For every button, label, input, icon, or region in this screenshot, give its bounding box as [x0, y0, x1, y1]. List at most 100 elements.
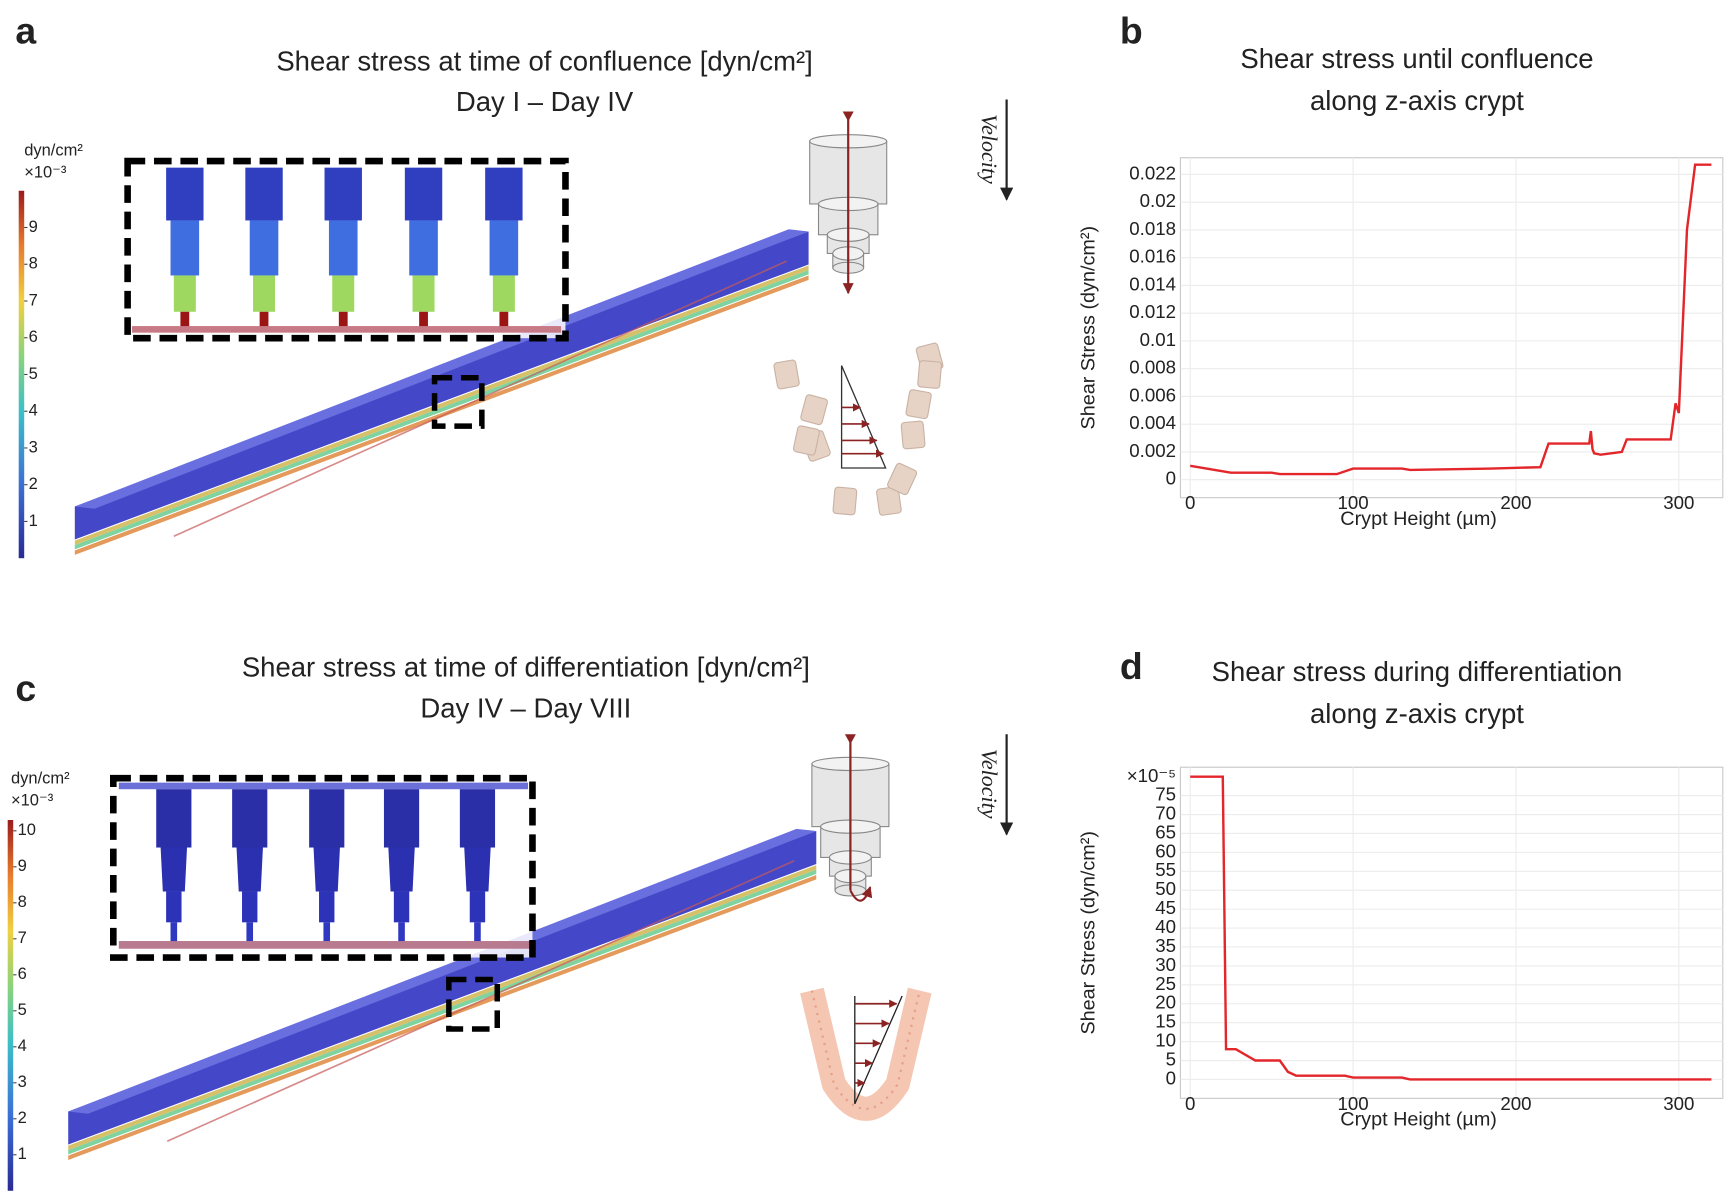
- crypt-upper: [156, 789, 192, 848]
- crypt-upper: [459, 789, 496, 848]
- crypt-upper: [232, 789, 268, 848]
- cell: [792, 425, 820, 456]
- crypt-stem: [419, 311, 428, 329]
- colorbar-tick-label: 4: [29, 402, 38, 420]
- cell: [773, 359, 800, 390]
- cell: [876, 486, 902, 516]
- crypt-stem: [323, 922, 331, 943]
- crypt-lower: [393, 891, 410, 923]
- y-tick-label: 0.002: [1129, 440, 1176, 461]
- colorbar-tick-label: 8: [29, 255, 38, 273]
- cell: [900, 420, 926, 450]
- panel-subtitle: Day IV – Day VIII: [420, 692, 631, 723]
- y-tick-label: 30: [1155, 954, 1176, 975]
- zoom-box: [124, 157, 569, 342]
- y-tick-label: 15: [1155, 1011, 1176, 1032]
- y-tick-label: 0.014: [1129, 273, 1176, 294]
- y-tick-label: 20: [1155, 992, 1176, 1013]
- velocity-label: Velocity: [977, 749, 1002, 819]
- colorbar-tick-label: 6: [18, 965, 27, 983]
- crypt-taper: [388, 847, 415, 892]
- crypt-lower: [173, 275, 196, 312]
- crypt-upper: [383, 789, 420, 848]
- x-tick-label: 200: [1500, 492, 1531, 513]
- y-tick-label: 75: [1155, 784, 1176, 805]
- y-tick-label: 0: [1166, 1067, 1176, 1088]
- x-axis-label: Crypt Height (µm): [1340, 508, 1497, 530]
- chart-title: along z-axis crypt: [1310, 85, 1524, 116]
- x-tick-label: 300: [1663, 492, 1694, 513]
- crypt-upper: [485, 167, 523, 221]
- colorbar-unit: dyn/cm²: [24, 142, 83, 160]
- y-tick-label: 0.022: [1129, 162, 1176, 183]
- colorbar-tick-label: 4: [18, 1037, 27, 1055]
- colorbar-tick-label: 1: [18, 1145, 27, 1163]
- colorbar-tick-label: 5: [29, 365, 38, 383]
- channel-top: [68, 828, 817, 1114]
- panel-label: a: [15, 9, 37, 51]
- colorbar-tick-label: 8: [18, 893, 27, 911]
- crypt-lower: [412, 275, 435, 312]
- crypt-taper: [160, 847, 188, 892]
- crypt-lower: [253, 275, 276, 312]
- y-tick-label: 25: [1155, 973, 1176, 994]
- y-tick-label: 0: [1166, 468, 1176, 489]
- y-tick-label: 55: [1155, 859, 1176, 880]
- y-tick-label: 0.004: [1129, 412, 1176, 433]
- colorbar-multiplier: ×10⁻³: [11, 792, 54, 810]
- y-tick-label: 10: [1155, 1030, 1176, 1051]
- zoom-box: [446, 976, 501, 1032]
- crypt-stem: [499, 311, 509, 329]
- crypt-upper: [309, 789, 345, 848]
- y-axis-label: Shear Stress (dyn/cm²): [1077, 226, 1099, 430]
- chart-title: Shear stress until confluence: [1240, 43, 1593, 74]
- flow-start: [842, 111, 854, 122]
- colorbar-tick-label: 10: [18, 821, 36, 839]
- colorbar-tick-label: 9: [18, 857, 27, 875]
- crypt-stem: [259, 311, 269, 329]
- channel-layer: [74, 265, 809, 545]
- panel-title: Shear stress at time of differentiation …: [242, 652, 810, 683]
- plot-area: [1179, 157, 1724, 499]
- crypt-middle: [489, 220, 519, 276]
- channel-front: [74, 231, 809, 540]
- channel-edge: [166, 859, 795, 1143]
- y-multiplier: ×10⁻⁵: [1127, 765, 1176, 786]
- panel-subtitle: Day I – Day IV: [456, 86, 634, 117]
- crypt-lower: [492, 275, 515, 312]
- x-tick-label: 100: [1337, 1093, 1368, 1114]
- y-tick-label: 50: [1155, 878, 1176, 899]
- colorbar-unit: dyn/cm²: [11, 770, 70, 788]
- chart-title: Shear stress during differentiation: [1212, 656, 1623, 687]
- crypt-stem: [398, 922, 405, 943]
- y-tick-label: 45: [1155, 897, 1176, 918]
- y-tick-label: 40: [1155, 916, 1176, 937]
- colorbar-tick-label: 7: [29, 291, 38, 309]
- crypt-lower: [319, 891, 335, 923]
- crypt-lower: [469, 891, 486, 923]
- crypt-wall: [800, 987, 932, 1121]
- crypt-lower: [332, 275, 355, 312]
- crypt-stem: [338, 311, 348, 329]
- panel-title: Shear stress at time of confluence [dyn/…: [276, 45, 812, 76]
- crypt-taper: [236, 847, 263, 892]
- velocity-profile: [840, 365, 887, 469]
- cell: [887, 462, 918, 496]
- colorbar-tick-label: 3: [18, 1073, 27, 1091]
- flow-loop: [849, 886, 873, 902]
- colorbar-tick-label: 5: [18, 1001, 27, 1019]
- crypt-stem: [170, 922, 178, 943]
- colorbar-tick-label: 2: [29, 475, 38, 493]
- x-tick-label: 200: [1500, 1093, 1531, 1114]
- crypt-stem: [246, 922, 254, 943]
- colorbar-tick-label: 3: [29, 438, 38, 456]
- crypt-middle: [409, 220, 438, 276]
- x-axis-label: Crypt Height (µm): [1340, 1109, 1497, 1131]
- x-tick-label: 0: [1185, 492, 1195, 513]
- cell: [832, 486, 858, 516]
- colorbar: [7, 820, 14, 1191]
- colorbar: [18, 190, 25, 559]
- y-tick-label: 0.016: [1129, 246, 1176, 267]
